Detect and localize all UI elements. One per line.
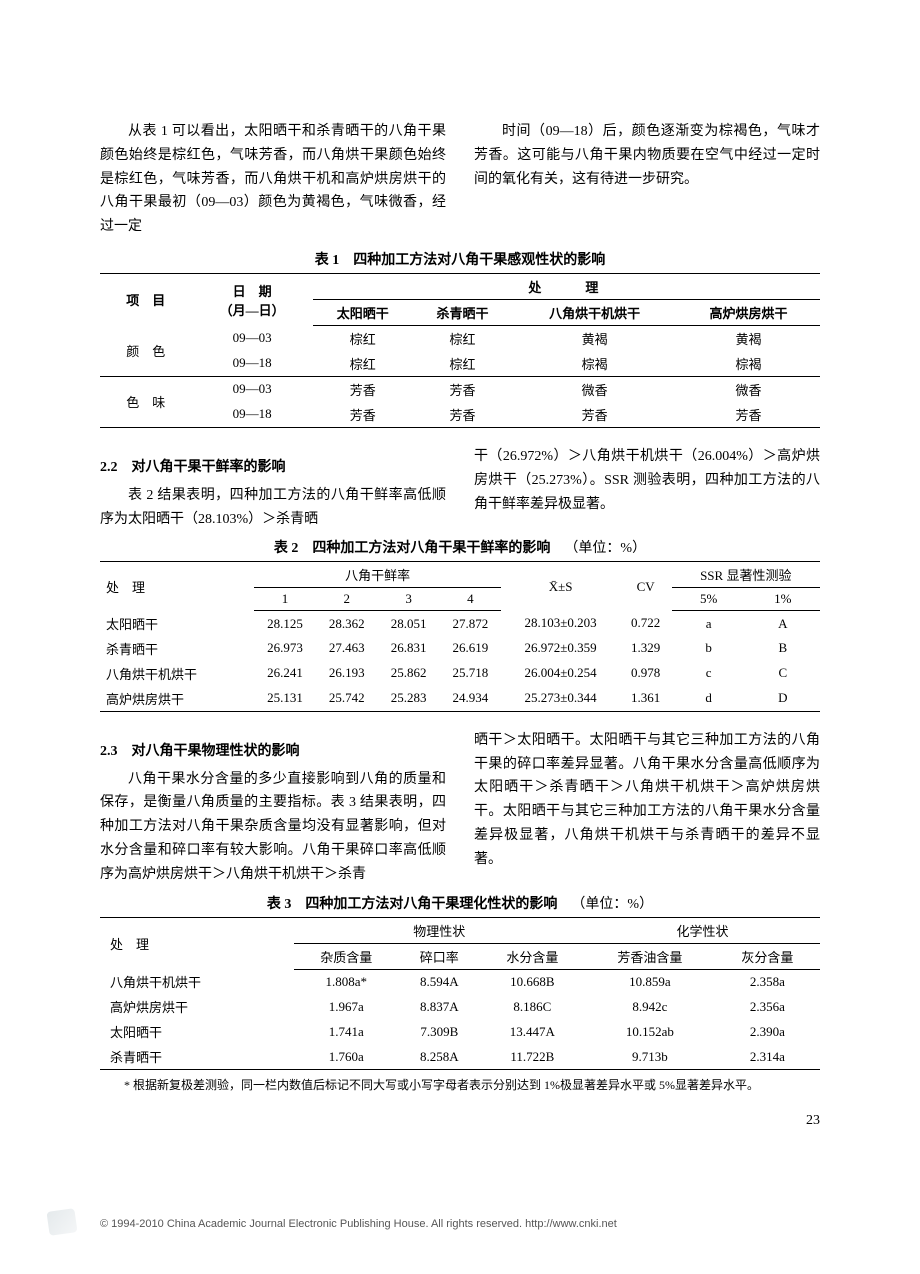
t2-head-proc: 处 理 bbox=[100, 562, 254, 611]
t3-head-phys: 物理性状 bbox=[294, 917, 585, 943]
t3-row: 八角烘干机烘干 1.808a* 8.594A 10.668B 10.859a 2… bbox=[100, 969, 820, 994]
sec22-right: 干（26.972%）＞八角烘干机烘干（26.004%）＞高炉烘房烘干（25.27… bbox=[474, 445, 820, 516]
t1-head-proc-group: 处 理 bbox=[313, 273, 820, 299]
table1-caption: 表 1 四种加工方法对八角干果感观性状的影响 bbox=[100, 249, 820, 269]
t1-head-m2: 杀青晒干 bbox=[413, 299, 513, 325]
t1-head-date: 日 期（月—日） bbox=[191, 273, 312, 325]
table1: 项 目 日 期（月—日） 处 理 太阳晒干 杀青晒干 八角烘干机烘干 高炉烘房烘… bbox=[100, 273, 820, 428]
sec22-head: 2.2 对八角干果干鲜率的影响 bbox=[100, 456, 446, 480]
t2-row: 八角烘干机烘干 26.241 26.193 25.862 25.718 26.0… bbox=[100, 661, 820, 686]
t3-head-chem: 化学性状 bbox=[585, 917, 820, 943]
t2-head-ssr: SSR 显著性测验 bbox=[672, 562, 820, 588]
table3-caption: 表 3 四种加工方法对八角干果理化性状的影响（单位：%） bbox=[100, 893, 820, 913]
t3-row: 杀青晒干 1.760a 8.258A 11.722B 9.713b 2.314a bbox=[100, 1044, 820, 1070]
table3: 处 理 物理性状 化学性状 杂质含量 碎口率 水分含量 芳香油含量 灰分含量 八… bbox=[100, 917, 820, 1071]
t1-attr-smell: 色 味 bbox=[100, 376, 191, 427]
page-number: 23 bbox=[806, 1113, 820, 1129]
table2: 处 理 八角干鲜率 X̄±S CV SSR 显著性测验 1 2 3 4 5% 1… bbox=[100, 561, 820, 712]
t3-head-proc: 处 理 bbox=[100, 917, 294, 969]
t3-row: 高炉烘房烘干 1.967a 8.837A 8.186C 8.942c 2.356… bbox=[100, 994, 820, 1019]
t2-head-xs: X̄±S bbox=[501, 562, 619, 611]
intro-right: 时间（09—18）后，颜色逐渐变为棕褐色，气味才芳香。这可能与八角干果内物质要在… bbox=[474, 120, 820, 239]
t1-head-m3: 八角烘干机烘干 bbox=[512, 299, 677, 325]
t1-attr-color: 颜 色 bbox=[100, 325, 191, 376]
t2-head-group: 八角干鲜率 bbox=[254, 562, 501, 588]
sec23-head: 2.3 对八角干果物理性状的影响 bbox=[100, 740, 446, 764]
intro-left: 从表 1 可以看出，太阳晒干和杀青晒干的八角干果颜色始终是棕红色，气味芳香，而八… bbox=[100, 120, 446, 239]
t1-head-m4: 高炉烘房烘干 bbox=[677, 299, 820, 325]
t2-row: 太阳晒干 28.125 28.362 28.051 27.872 28.103±… bbox=[100, 611, 820, 636]
table2-caption: 表 2 四种加工方法对八角干果干鲜率的影响（单位：%） bbox=[100, 537, 820, 557]
t2-row: 高炉烘房烘干 25.131 25.742 25.283 24.934 25.27… bbox=[100, 686, 820, 712]
sec23-right: 晒干＞太阳晒干。太阳晒干与其它三种加工方法的八角干果的碎口率差异显著。八角干果水… bbox=[474, 729, 820, 872]
copyright-line: © 1994-2010 China Academic Journal Elect… bbox=[100, 1218, 617, 1230]
t2-head-cv: CV bbox=[620, 562, 672, 611]
t3-row: 太阳晒干 1.741a 7.309B 13.447A 10.152ab 2.39… bbox=[100, 1019, 820, 1044]
sec23-left: 八角干果水分含量的多少直接影响到八角的质量和保存，是衡量八角质量的主要指标。表 … bbox=[100, 768, 446, 887]
sec22-left: 表 2 结果表明，四种加工方法的八角干鲜率高低顺序为太阳晒干（28.103%）＞… bbox=[100, 484, 446, 532]
watermark-icon bbox=[46, 1208, 77, 1236]
intro-columns: 从表 1 可以看出，太阳晒干和杀青晒干的八角干果颜色始终是棕红色，气味芳香，而八… bbox=[100, 120, 820, 239]
t1-head-m1: 太阳晒干 bbox=[313, 299, 413, 325]
t2-row: 杀青晒干 26.973 27.463 26.831 26.619 26.972±… bbox=[100, 636, 820, 661]
t1-r0-date: 09—03 bbox=[191, 325, 312, 351]
table3-footnote: * 根据新复极差测验，同一栏内数值后标记不同大写或小写字母者表示分别达到 1%极… bbox=[100, 1076, 820, 1093]
t1-head-item: 项 目 bbox=[100, 273, 191, 325]
